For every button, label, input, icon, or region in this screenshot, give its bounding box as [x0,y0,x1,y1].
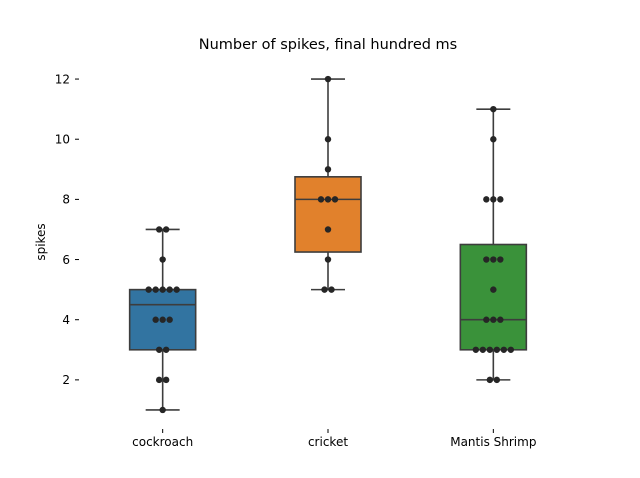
data-point [159,406,166,414]
data-point [486,346,494,353]
y-axis: 2 4 6 8 10 12 [55,72,79,387]
data-point [500,346,508,353]
y-tick-label: 10 [55,133,70,147]
data-point [507,346,515,353]
data-point [490,105,497,113]
y-axis-label: spikes [34,223,48,260]
data-point [145,286,152,293]
data-point [486,376,494,384]
iqr-box [294,176,362,253]
data-point [162,226,170,233]
data-point [493,346,501,353]
x-tick-label: cricket [308,435,348,449]
data-point [324,166,332,173]
data-point [490,256,497,263]
data-point [317,196,325,203]
data-point [483,316,490,323]
data-point [490,286,497,293]
data-point [490,136,497,143]
data-point [490,316,497,323]
data-point [497,196,504,203]
data-point [331,196,339,203]
data-point [321,286,328,293]
x-tick-label: Mantis Shrimp [450,435,536,449]
x-tick-label: cockroach [132,435,193,449]
x-axis: cockroach cricket Mantis Shrimp [132,429,536,449]
data-point [328,286,335,293]
data-point [155,346,163,353]
data-point [166,286,173,293]
data-point [173,286,180,293]
data-point [159,316,166,323]
data-point [159,256,166,263]
y-tick-label: 6 [62,253,70,267]
data-point [483,256,490,263]
box-group [128,226,197,414]
data-point [483,196,490,203]
y-tick-label: 8 [62,193,70,207]
data-point [155,376,163,384]
y-tick-label: 2 [62,373,70,387]
data-point [324,256,332,263]
box-plots [128,75,528,414]
data-point [162,346,170,353]
data-point [493,376,501,384]
data-point [497,256,504,263]
data-point [324,196,332,203]
data-point [162,376,170,384]
data-point [490,196,497,203]
data-point [159,286,166,293]
data-point [472,346,480,353]
box-group [294,75,362,293]
data-point [324,75,332,83]
data-point [152,316,159,323]
data-point [497,316,504,323]
data-point [324,226,332,233]
chart-title: Number of spikes, final hundred ms [199,37,457,53]
data-point [152,286,159,293]
box-group [459,105,528,384]
data-point [479,346,487,353]
data-point [166,316,173,323]
data-point [155,226,163,233]
y-tick-label: 4 [62,313,70,327]
data-point [324,136,332,143]
y-tick-label: 12 [55,72,70,86]
